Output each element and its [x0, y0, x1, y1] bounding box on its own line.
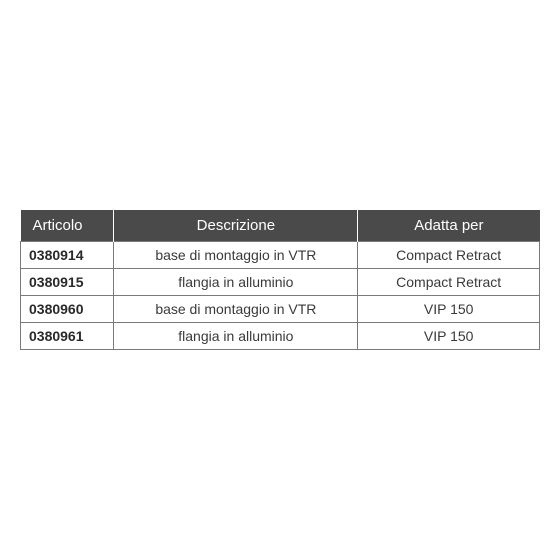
table-row: 0380914 base di montaggio in VTR Compact…: [21, 242, 540, 269]
product-table-container: Articolo Descrizione Adatta per 0380914 …: [20, 210, 540, 350]
table-row: 0380915 flangia in alluminio Compact Ret…: [21, 269, 540, 296]
cell-descrizione: flangia in alluminio: [114, 323, 358, 350]
cell-descrizione: base di montaggio in VTR: [114, 242, 358, 269]
cell-adatta-per: VIP 150: [358, 323, 540, 350]
cell-articolo: 0380914: [21, 242, 114, 269]
col-header-descrizione: Descrizione: [114, 210, 358, 242]
cell-articolo: 0380961: [21, 323, 114, 350]
cell-descrizione: flangia in alluminio: [114, 269, 358, 296]
cell-adatta-per: Compact Retract: [358, 269, 540, 296]
table-row: 0380961 flangia in alluminio VIP 150: [21, 323, 540, 350]
cell-adatta-per: VIP 150: [358, 296, 540, 323]
col-header-adatta-per: Adatta per: [358, 210, 540, 242]
cell-adatta-per: Compact Retract: [358, 242, 540, 269]
table-header-row: Articolo Descrizione Adatta per: [21, 210, 540, 242]
table-row: 0380960 base di montaggio in VTR VIP 150: [21, 296, 540, 323]
product-table: Articolo Descrizione Adatta per 0380914 …: [20, 210, 540, 350]
cell-articolo: 0380960: [21, 296, 114, 323]
cell-descrizione: base di montaggio in VTR: [114, 296, 358, 323]
col-header-articolo: Articolo: [21, 210, 114, 242]
cell-articolo: 0380915: [21, 269, 114, 296]
